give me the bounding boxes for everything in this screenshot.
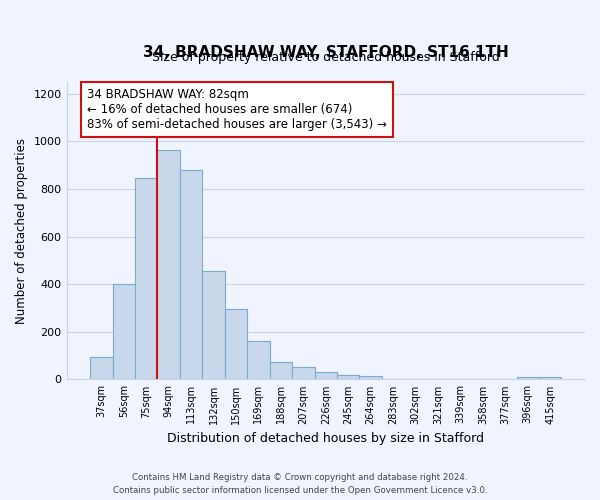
Text: Contains HM Land Registry data © Crown copyright and database right 2024.
Contai: Contains HM Land Registry data © Crown c… bbox=[113, 474, 487, 495]
Title: 34, BRADSHAW WAY, STAFFORD, ST16 1TH: 34, BRADSHAW WAY, STAFFORD, ST16 1TH bbox=[143, 45, 509, 60]
Bar bbox=[269, 362, 292, 380]
Bar bbox=[247, 342, 269, 380]
Bar bbox=[113, 284, 135, 380]
Bar bbox=[135, 178, 157, 380]
Bar bbox=[180, 170, 202, 380]
Text: Size of property relative to detached houses in Stafford: Size of property relative to detached ho… bbox=[152, 51, 500, 64]
Bar bbox=[90, 357, 113, 380]
Bar bbox=[337, 374, 359, 380]
Bar bbox=[314, 372, 337, 380]
Bar bbox=[292, 367, 314, 380]
Bar bbox=[359, 376, 382, 380]
Bar bbox=[225, 309, 247, 380]
Y-axis label: Number of detached properties: Number of detached properties bbox=[15, 138, 28, 324]
Text: 34 BRADSHAW WAY: 82sqm
← 16% of detached houses are smaller (674)
83% of semi-de: 34 BRADSHAW WAY: 82sqm ← 16% of detached… bbox=[87, 88, 387, 131]
Bar bbox=[517, 377, 539, 380]
X-axis label: Distribution of detached houses by size in Stafford: Distribution of detached houses by size … bbox=[167, 432, 484, 445]
Bar bbox=[202, 271, 225, 380]
Bar bbox=[539, 377, 562, 380]
Bar bbox=[157, 150, 180, 380]
